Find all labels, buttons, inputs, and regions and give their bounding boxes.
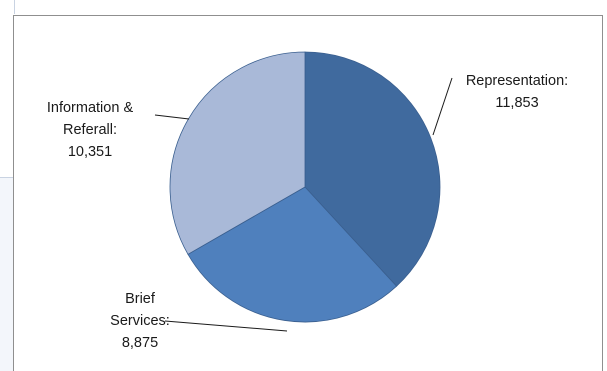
- slice-label-line: 11,853: [495, 95, 538, 111]
- slice-label-line: 8,875: [122, 335, 158, 351]
- background-frame-edge: [0, 0, 15, 14]
- slice-label-3: Information & Referall: 10,351: [47, 100, 134, 160]
- slice-label-1: Representation: 11,853: [466, 73, 568, 111]
- leader-lines: [154, 77, 453, 332]
- leader-line-3: [154, 114, 190, 120]
- pie-slice-2: [187, 186, 398, 323]
- slice-label-line: Information &: [47, 100, 134, 116]
- pie-slices: [169, 51, 441, 323]
- leader-line-1: [432, 77, 453, 136]
- leader-line-2: [164, 320, 288, 332]
- pie-slice-1: [304, 51, 441, 287]
- slice-labels: Representation: 11,853 Brief Services: 8,875…: [47, 73, 568, 351]
- slice-label-2: Brief Services: 8,875: [110, 291, 170, 351]
- background-panel: [0, 177, 14, 371]
- slice-label-line: Referall:: [63, 122, 117, 138]
- slice-label-line: Representation:: [466, 73, 568, 89]
- slice-label-line: Brief: [125, 291, 156, 307]
- slice-label-line: Services:: [110, 313, 170, 329]
- slice-label-line: 10,351: [68, 144, 112, 160]
